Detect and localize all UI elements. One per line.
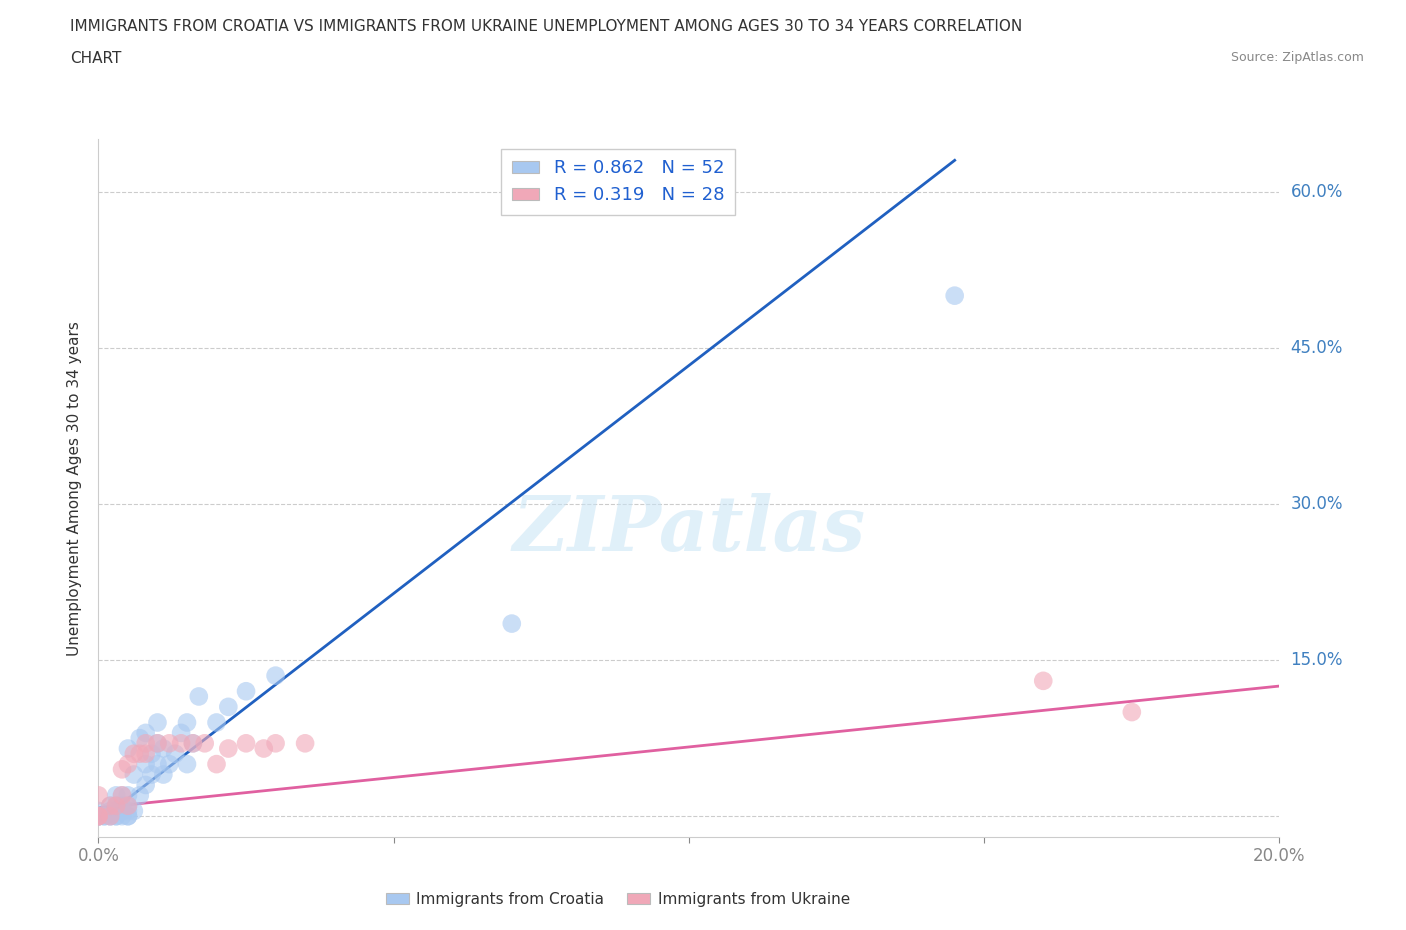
- Point: [128, 731, 150, 746]
- Point: [264, 736, 287, 751]
- Point: [111, 788, 134, 803]
- Point: [253, 741, 276, 756]
- Point: [117, 788, 139, 803]
- Point: [122, 804, 145, 818]
- Point: [152, 767, 174, 782]
- Point: [122, 767, 145, 782]
- Point: [170, 725, 193, 740]
- Point: [98, 804, 121, 818]
- Point: [111, 804, 134, 818]
- Point: [501, 617, 523, 631]
- Point: [117, 757, 139, 772]
- Point: [105, 788, 128, 803]
- Point: [87, 809, 110, 824]
- Point: [128, 788, 150, 803]
- Text: 60.0%: 60.0%: [1291, 182, 1343, 201]
- Point: [294, 736, 316, 751]
- Point: [98, 798, 121, 813]
- Point: [117, 798, 139, 813]
- Point: [943, 288, 966, 303]
- Point: [1032, 673, 1054, 688]
- Point: [146, 736, 169, 751]
- Point: [98, 809, 121, 824]
- Point: [111, 762, 134, 777]
- Point: [87, 809, 110, 824]
- Point: [181, 736, 204, 751]
- Point: [128, 746, 150, 761]
- Point: [157, 757, 180, 772]
- Point: [217, 741, 239, 756]
- Point: [117, 798, 139, 813]
- Point: [87, 788, 110, 803]
- Point: [1121, 705, 1143, 720]
- Point: [87, 809, 110, 824]
- Point: [111, 798, 134, 813]
- Point: [141, 767, 163, 782]
- Text: Source: ZipAtlas.com: Source: ZipAtlas.com: [1230, 51, 1364, 64]
- Point: [93, 809, 115, 824]
- Point: [87, 809, 110, 824]
- Point: [87, 809, 110, 824]
- Text: 30.0%: 30.0%: [1291, 495, 1343, 512]
- Point: [264, 668, 287, 683]
- Point: [105, 804, 128, 818]
- Point: [157, 736, 180, 751]
- Point: [146, 757, 169, 772]
- Point: [122, 746, 145, 761]
- Point: [146, 715, 169, 730]
- Point: [105, 809, 128, 824]
- Point: [217, 699, 239, 714]
- Legend: Immigrants from Croatia, Immigrants from Ukraine: Immigrants from Croatia, Immigrants from…: [380, 886, 856, 913]
- Point: [87, 804, 110, 818]
- Point: [176, 757, 198, 772]
- Point: [152, 741, 174, 756]
- Point: [87, 809, 110, 824]
- Text: CHART: CHART: [70, 51, 122, 66]
- Point: [165, 746, 187, 761]
- Point: [105, 809, 128, 824]
- Text: 15.0%: 15.0%: [1291, 651, 1343, 669]
- Point: [135, 736, 157, 751]
- Point: [98, 809, 121, 824]
- Point: [117, 804, 139, 818]
- Point: [111, 788, 134, 803]
- Point: [194, 736, 217, 751]
- Point: [205, 715, 228, 730]
- Point: [187, 689, 209, 704]
- Point: [235, 736, 257, 751]
- Point: [135, 725, 157, 740]
- Point: [111, 809, 134, 824]
- Point: [98, 798, 121, 813]
- Point: [105, 798, 128, 813]
- Point: [93, 809, 115, 824]
- Point: [117, 809, 139, 824]
- Point: [135, 746, 157, 761]
- Point: [117, 809, 139, 824]
- Point: [170, 736, 193, 751]
- Point: [117, 741, 139, 756]
- Point: [176, 715, 198, 730]
- Point: [181, 736, 204, 751]
- Point: [146, 736, 169, 751]
- Point: [235, 684, 257, 698]
- Text: ZIPatlas: ZIPatlas: [512, 493, 866, 567]
- Point: [141, 746, 163, 761]
- Text: IMMIGRANTS FROM CROATIA VS IMMIGRANTS FROM UKRAINE UNEMPLOYMENT AMONG AGES 30 TO: IMMIGRANTS FROM CROATIA VS IMMIGRANTS FR…: [70, 19, 1022, 33]
- Point: [135, 757, 157, 772]
- Point: [135, 777, 157, 792]
- Point: [98, 809, 121, 824]
- Point: [105, 798, 128, 813]
- Text: 45.0%: 45.0%: [1291, 339, 1343, 357]
- Y-axis label: Unemployment Among Ages 30 to 34 years: Unemployment Among Ages 30 to 34 years: [67, 321, 83, 656]
- Point: [205, 757, 228, 772]
